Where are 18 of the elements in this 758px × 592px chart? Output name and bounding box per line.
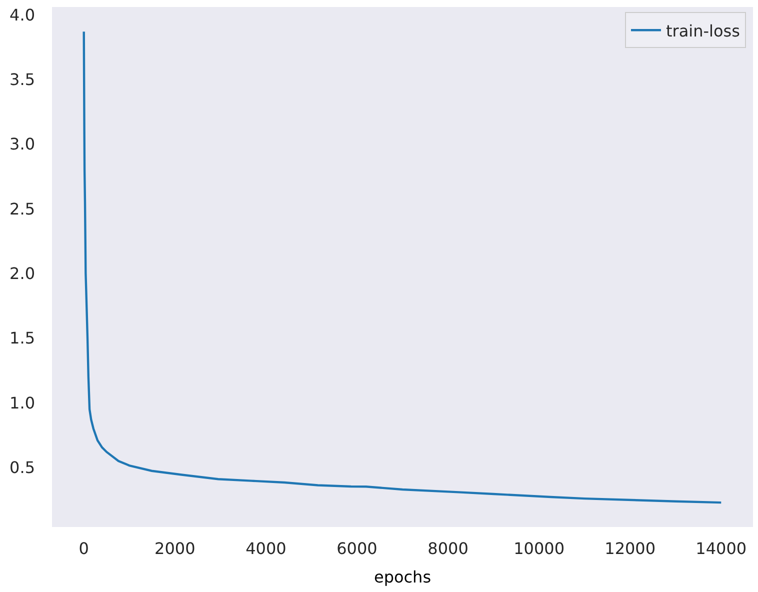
legend-label: train-loss — [666, 21, 740, 40]
x-tick-label: 12000 — [604, 539, 656, 558]
x-tick-label: 6000 — [336, 539, 378, 558]
y-tick-label: 0.5 — [10, 458, 35, 478]
y-tick-label: 4.0 — [10, 5, 35, 24]
y-tick-label: 2.5 — [10, 199, 35, 218]
y-tick-label: 3.0 — [10, 134, 35, 154]
y-tick-label: 1.5 — [10, 328, 35, 348]
x-tick-label: 4000 — [246, 539, 286, 558]
x-tick-label: 8000 — [428, 539, 468, 558]
y-tick-label: 2.0 — [10, 264, 35, 284]
x-tick-label: 14000 — [696, 539, 747, 558]
x-tick-label: 0 — [78, 539, 89, 558]
x-axis-title: epochs — [374, 568, 432, 587]
y-tick-label: 3.5 — [10, 70, 35, 90]
x-tick-label: 2000 — [154, 539, 196, 558]
y-tick-label: 1.0 — [10, 393, 35, 412]
x-tick-label: 10000 — [514, 539, 565, 558]
